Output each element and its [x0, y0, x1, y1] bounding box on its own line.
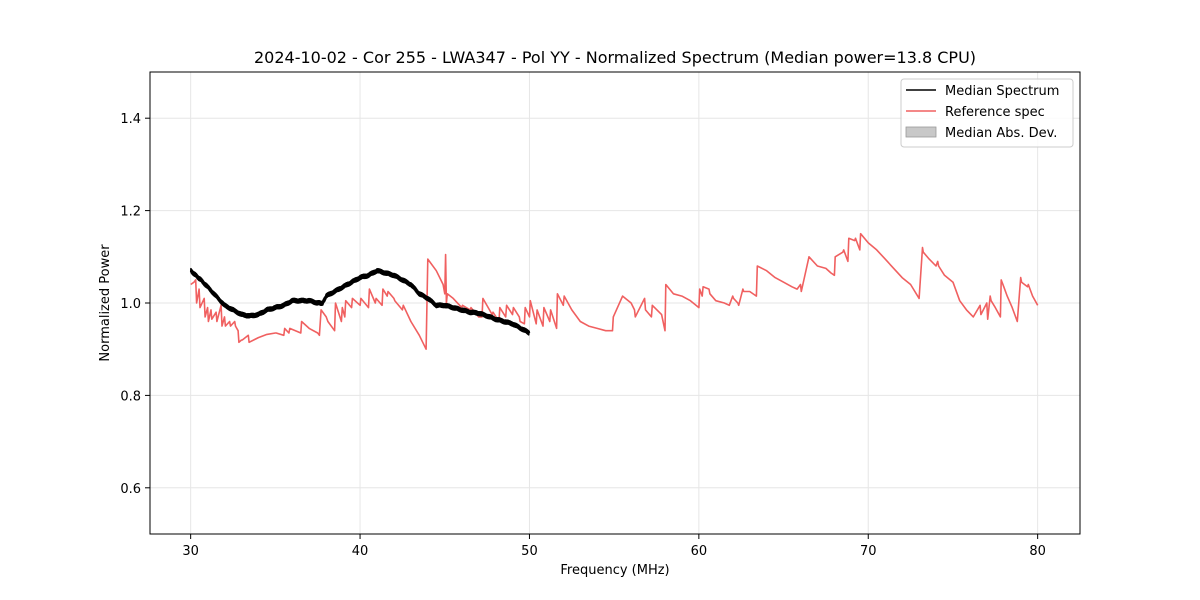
y-tick-label: 0.8	[120, 389, 141, 404]
x-tick-label: 80	[1029, 544, 1046, 559]
y-tick-label: 1.4	[120, 112, 141, 127]
y-tick-label: 1.0	[120, 297, 141, 312]
legend-swatch-mad	[905, 126, 937, 138]
series-median-spectrum	[189, 267, 531, 336]
legend-label-median: Median Spectrum	[945, 84, 1059, 99]
series-reference-spec	[190, 232, 1039, 350]
x-axis-label: Frequency (MHz)	[560, 563, 669, 578]
x-tick-label: 30	[182, 544, 199, 559]
y-tick-label: 1.2	[120, 205, 141, 220]
series-layer	[189, 232, 1039, 350]
y-tick-label: 0.6	[120, 482, 141, 497]
grid-layer	[150, 72, 1080, 534]
chart-title: 2024-10-02 - Cor 255 - LWA347 - Pol YY -…	[254, 48, 976, 67]
x-tick-label: 70	[860, 544, 877, 559]
legend-label-mad: Median Abs. Dev.	[945, 126, 1057, 141]
y-axis-label: Normalized Power	[98, 244, 113, 362]
x-tick-label: 40	[352, 544, 369, 559]
legend-box	[900, 78, 1074, 148]
x-tick-label: 50	[521, 544, 538, 559]
tick-layer: 30 40 50 60 70 80 0.6 0.8 1.0 1.2 1.4	[120, 112, 1046, 559]
x-tick-label: 60	[691, 544, 708, 559]
legend-label-reference: Reference spec	[945, 105, 1045, 120]
legend: Median Spectrum Reference spec Median Ab…	[900, 78, 1074, 148]
